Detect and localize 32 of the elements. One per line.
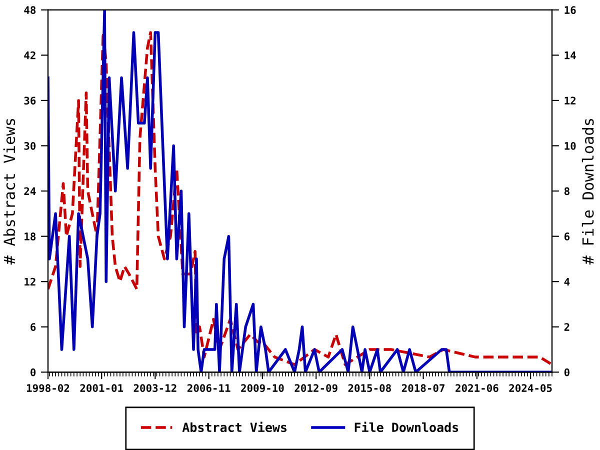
y2-tick-label: 14 — [564, 52, 576, 60]
y2-tick-label: 16 — [564, 6, 576, 14]
y-tick-label: 48 — [24, 6, 36, 14]
y2-tick-label: 0 — [564, 368, 570, 376]
y-tick-label: 18 — [24, 232, 36, 240]
x-tick-label: 2021-06 — [456, 384, 498, 392]
y-tick-label: 24 — [24, 187, 36, 195]
y-tick-label: 30 — [24, 142, 36, 150]
x-tick-label: 1998-02 — [27, 384, 70, 392]
y2-tick-label: 12 — [564, 96, 576, 104]
x-tick-label: 2003-12 — [134, 384, 176, 392]
legend-label: Abstract Views — [182, 422, 286, 432]
legend-label: File Downloads — [354, 422, 458, 432]
y-axis-title: # Abstract Views — [3, 118, 16, 265]
y2-tick-label: 10 — [564, 142, 576, 150]
y-tick-label: 0 — [30, 368, 36, 376]
x-tick-label: 2009-10 — [241, 384, 284, 392]
x-tick-label: 2018-07 — [402, 384, 444, 392]
y-tick-label: 6 — [30, 323, 36, 331]
y2-tick-label: 4 — [564, 278, 570, 286]
x-tick-label: 2001-01 — [80, 384, 124, 392]
y2-axis-title: # File Downloads — [582, 118, 594, 265]
x-tick-label: 2024-05 — [509, 384, 552, 392]
y-tick-label: 36 — [24, 96, 36, 105]
x-tick-label: 2012-09 — [294, 384, 338, 392]
y-tick-label: 12 — [24, 278, 36, 286]
y2-tick-label: 8 — [564, 187, 570, 196]
x-tick-label: 2006-11 — [187, 384, 230, 392]
y2-tick-label: 6 — [564, 232, 570, 240]
y2-tick-label: 2 — [564, 323, 570, 331]
y-tick-label: 42 — [24, 51, 36, 60]
x-tick-label: 2015-08 — [348, 384, 391, 392]
